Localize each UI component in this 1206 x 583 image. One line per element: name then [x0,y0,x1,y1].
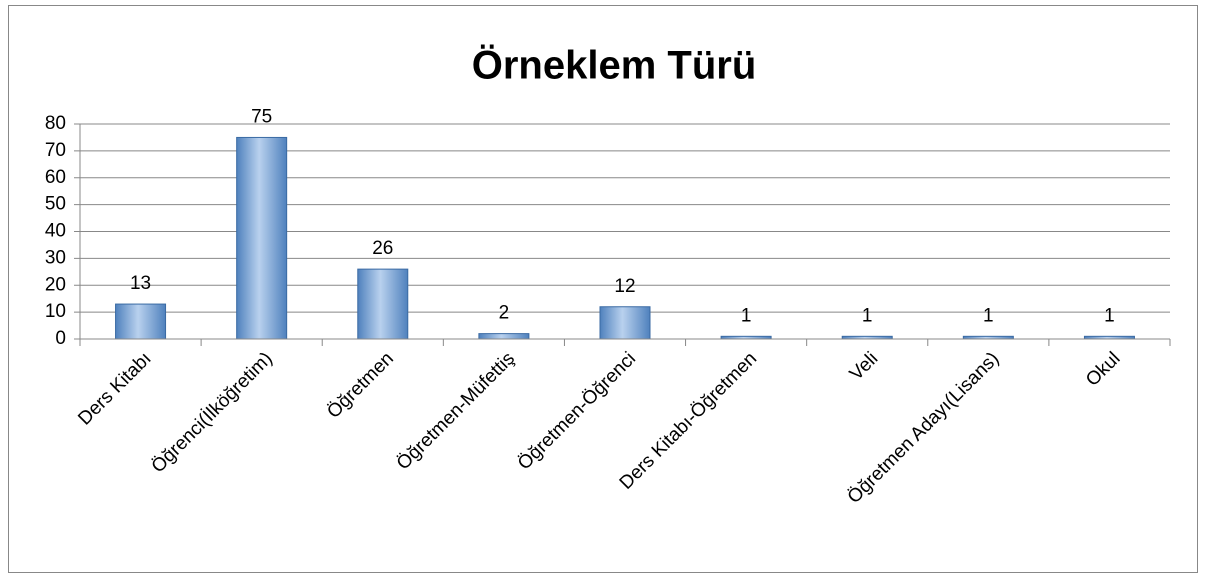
data-label: 12 [614,276,635,297]
data-label: 1 [1104,305,1115,326]
bar [236,136,288,340]
y-tick-label: 30 [45,247,66,268]
y-tick-label: 10 [45,301,66,322]
chart-title: Örneklem Türü [472,43,757,88]
y-tick-label: 20 [45,274,66,295]
y-tick-label: 70 [45,140,66,161]
y-tick-label: 80 [45,113,66,134]
bar [478,333,530,340]
data-label: 13 [130,273,151,294]
data-label: 1 [862,305,873,326]
bar [115,303,167,340]
y-tick-label: 0 [55,328,66,349]
data-label: 1 [983,305,994,326]
data-label: 1 [741,305,752,326]
y-tick-label: 50 [45,194,66,215]
bar [357,268,409,340]
chart-border [8,5,1198,573]
y-tick-label: 40 [45,221,66,242]
y-tick-label: 60 [45,167,66,188]
bar [599,306,651,340]
data-label: 26 [372,238,393,259]
data-label: 75 [251,106,272,127]
data-label: 2 [499,303,510,324]
